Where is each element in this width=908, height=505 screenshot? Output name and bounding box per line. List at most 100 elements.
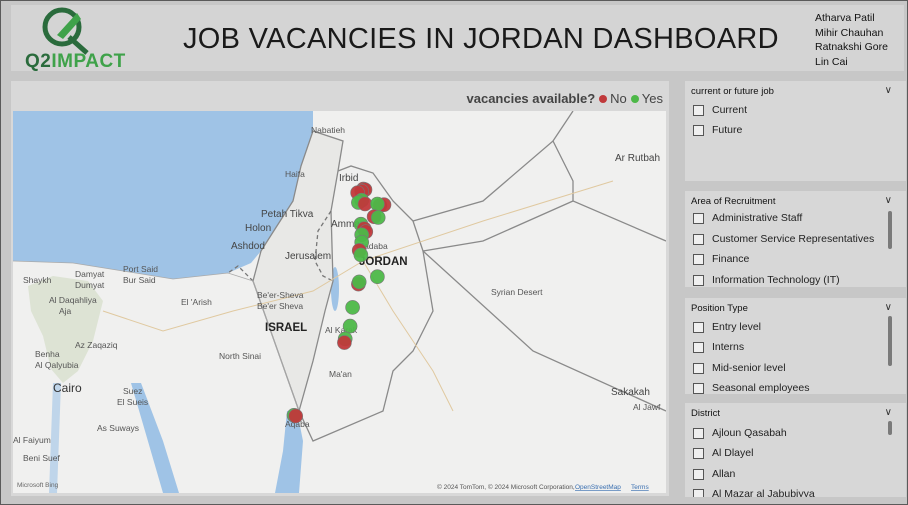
vacancy-point-yes[interactable] <box>342 318 358 334</box>
slicer-option[interactable]: Interns <box>693 341 744 353</box>
map-attribution: © 2024 TomTom, © 2024 Microsoft Corporat… <box>437 483 575 491</box>
checkbox[interactable] <box>693 447 704 459</box>
nile-river <box>49 383 61 493</box>
west-bank-border <box>314 210 334 282</box>
map-visual: vacancies available? No Yes <box>11 81 669 496</box>
checkbox[interactable] <box>693 104 704 116</box>
option-label: Customer Service Representatives <box>712 233 875 245</box>
map-canvas[interactable]: Nabatieh Irbid Haifa Amman Petah Tikva H… <box>13 111 666 493</box>
map-label-ar-rutbah: Ar Rutbah <box>615 153 660 164</box>
vacancy-point-yes[interactable] <box>353 247 369 263</box>
option-label: Administrative Staff <box>712 212 803 224</box>
map-label-suez: Suez <box>123 386 142 396</box>
slicer-option[interactable]: Allan <box>693 468 735 480</box>
chevron-down-icon[interactable]: ∨ <box>884 195 892 206</box>
legend-no-swatch <box>599 94 608 103</box>
slicer-option[interactable]: Entry level <box>693 321 761 333</box>
slicer-option[interactable]: Ajloun Qasabah <box>693 427 787 439</box>
slicer-option[interactable]: Al Dlayel <box>693 447 753 459</box>
terms-link[interactable]: Terms <box>631 484 649 491</box>
vacancy-point-no[interactable] <box>337 335 352 350</box>
map-label-al-daqahliya: Al Daqahliya <box>49 295 97 305</box>
map-label-el-sueis: El Sueis <box>117 397 148 407</box>
checkbox[interactable] <box>693 362 704 374</box>
logo-q2: Q2 <box>25 51 52 72</box>
checkbox[interactable] <box>693 321 704 333</box>
checkbox[interactable] <box>693 233 704 245</box>
map-label-al-faiyum: Al Faiyum <box>13 435 51 445</box>
checkbox[interactable] <box>693 488 704 497</box>
legend-item-yes[interactable]: Yes <box>630 91 663 106</box>
author-name: Mihir Chauhan <box>815 26 884 39</box>
egypt-coastline <box>13 260 300 412</box>
vacancy-point-yes[interactable] <box>351 274 367 290</box>
vacancy-point-no[interactable] <box>357 196 373 212</box>
map-label-al-jawf: Al Jawf <box>633 402 661 412</box>
slicer-scrollbar[interactable] <box>888 316 892 366</box>
legend-item-no[interactable]: No <box>599 91 627 106</box>
header-bar: Q2IMPACT JOB VACANCIES IN JORDAN DASHBOA… <box>11 5 904 72</box>
gaza-border <box>227 265 254 282</box>
slicer-scrollbar[interactable] <box>888 211 892 249</box>
vacancy-point-yes[interactable] <box>345 300 360 315</box>
slicer-option[interactable]: Administrative Staff <box>693 212 802 224</box>
slicer-option[interactable]: Seasonal employees <box>693 382 809 394</box>
map-label-sakakah: Sakakah <box>611 387 650 398</box>
chevron-down-icon[interactable]: ∨ <box>884 302 892 313</box>
country-label-jordan: JORDAN <box>359 256 408 268</box>
checkbox[interactable] <box>693 341 704 353</box>
author-list: Atharva Patil Mihir Chauhan Ratnakshi Go… <box>815 11 888 69</box>
option-label: Information Technology (IT) <box>712 274 840 286</box>
vacancy-point-no[interactable] <box>288 408 304 424</box>
chevron-down-icon[interactable]: ∨ <box>884 407 892 418</box>
option-label: Finance <box>712 253 750 265</box>
slicer-option-future[interactable]: Future <box>693 124 742 136</box>
author-name: Lin Cai <box>815 55 848 68</box>
map-label-amman: Amman <box>331 219 365 230</box>
option-label: Al Dlayel <box>712 447 754 459</box>
slicer-option[interactable]: Customer Service Representatives <box>693 233 874 245</box>
vacancy-point-yes[interactable] <box>370 196 385 212</box>
mediterranean-sea <box>13 111 313 279</box>
legend-yes-label: Yes <box>641 91 663 106</box>
slicer-option-current[interactable]: Current <box>693 104 747 116</box>
slicer-option[interactable]: Mid-senior level <box>693 362 786 374</box>
legend-no-label: No <box>610 91 627 106</box>
checkbox[interactable] <box>693 382 704 394</box>
option-label: Allan <box>712 468 736 480</box>
checkbox[interactable] <box>693 124 704 136</box>
slicer-option[interactable]: Finance <box>693 253 749 265</box>
map-label-haifa: Haifa <box>285 169 305 179</box>
checkbox[interactable] <box>693 212 704 224</box>
border-syria-east <box>552 111 574 142</box>
q2-logo-icon <box>42 7 89 55</box>
checkbox[interactable] <box>693 468 704 480</box>
vacancy-point-yes[interactable] <box>370 210 386 225</box>
chevron-down-icon[interactable]: ∨ <box>884 85 892 96</box>
vacancy-points[interactable] <box>286 181 392 424</box>
author-name: Atharva Patil <box>815 12 875 24</box>
map-label-madaba: Madaba <box>357 241 388 251</box>
israel-region <box>252 130 344 414</box>
bing-logo: Microsoft Bing <box>17 482 59 489</box>
map-label-ashdod: Ashdod <box>231 241 265 252</box>
vacancy-point-yes[interactable] <box>370 269 385 284</box>
map-label-beer-sheva: Be'er-Sheva <box>257 290 304 300</box>
checkbox[interactable] <box>693 427 704 439</box>
map-label-el-arish: El 'Arish <box>181 297 212 307</box>
slicer-scrollbar[interactable] <box>888 421 892 435</box>
checkbox[interactable] <box>693 253 704 265</box>
map-label-shaykh: Shaykh <box>23 275 52 285</box>
road <box>362 260 454 412</box>
osm-link[interactable]: OpenStreetMap <box>575 484 621 491</box>
slicer-option[interactable]: Information Technology (IT) <box>693 274 840 286</box>
slicer-title: current or future job <box>691 86 774 97</box>
nile-delta <box>28 276 103 383</box>
jordan-map[interactable]: Nabatieh Irbid Haifa Amman Petah Tikva H… <box>13 111 666 493</box>
legend-title: vacancies available? <box>466 91 596 106</box>
slicer-option[interactable]: Al Mazar al Jabubiyya <box>693 488 815 497</box>
checkbox[interactable] <box>693 274 704 286</box>
map-label-jerusalem: Jerusalem <box>285 251 331 262</box>
map-label-bur-said: Bur Said <box>123 275 156 285</box>
